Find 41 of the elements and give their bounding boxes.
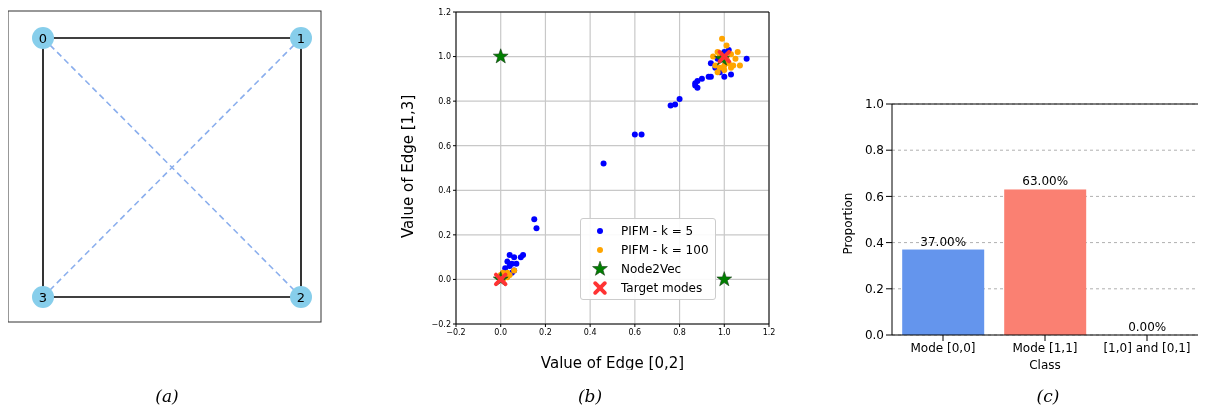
category-label: 3 [38, 290, 48, 305]
data-label: 0.00% [1128, 320, 1167, 334]
x-tick-label: 0.6 [628, 327, 642, 337]
x-tick-label: Mode [0,0] [910, 340, 976, 355]
y-tick-label: 0.8 [438, 96, 451, 106]
y-tick-label: 0.6 [438, 141, 451, 151]
legend-label: Target modes [621, 280, 703, 295]
y-tick-label: 0.2 [864, 282, 884, 297]
y-tick-label: −0.2 [431, 319, 451, 329]
y-tick-label: 1.0 [864, 97, 884, 112]
legend-label: Node2Vec [621, 261, 682, 276]
category-label: 1 [296, 31, 306, 46]
y-axis-title: Value of Edge [1,3] [399, 94, 418, 238]
text: (c) [1035, 386, 1061, 406]
y-tick-label: 0.0 [438, 275, 451, 285]
y-tick-label: 0.6 [864, 189, 884, 204]
x-tick-label: 1.0 [717, 327, 731, 337]
x-tick-label: Mode [1,1] [1012, 340, 1078, 355]
category-label: 0 [38, 31, 48, 46]
x-tick-label: 1.2 [762, 327, 776, 337]
x-axis-title: Class [1029, 358, 1061, 372]
category-label: 2 [296, 290, 306, 305]
y-axis-title: Proportion [841, 192, 856, 255]
data-label: 63.00% [1022, 174, 1069, 189]
text: (b) [576, 386, 604, 406]
x-tick-label: 0.4 [583, 327, 597, 337]
legend-label: PIFM - k = 5 [621, 223, 694, 238]
x-tick-label: 0.0 [494, 327, 508, 337]
y-tick-label: 0.8 [864, 143, 884, 158]
y-tick-label: 0.4 [864, 235, 884, 250]
data-label: 37.00% [920, 234, 967, 249]
y-tick-label: 0.4 [438, 186, 451, 196]
x-tick-label: [1,0] and [0,1] [1103, 340, 1191, 355]
y-tick-label: 1.0 [438, 52, 451, 62]
x-tick-label: 0.2 [539, 327, 552, 337]
legend-label: PIFM - k = 100 [621, 242, 709, 257]
x-tick-label: −0.2 [446, 327, 466, 337]
y-tick-label: 1.2 [438, 7, 451, 17]
text: (a) [154, 386, 180, 406]
x-tick-label: 0.8 [673, 327, 686, 337]
y-tick-label: 0.2 [438, 230, 451, 240]
